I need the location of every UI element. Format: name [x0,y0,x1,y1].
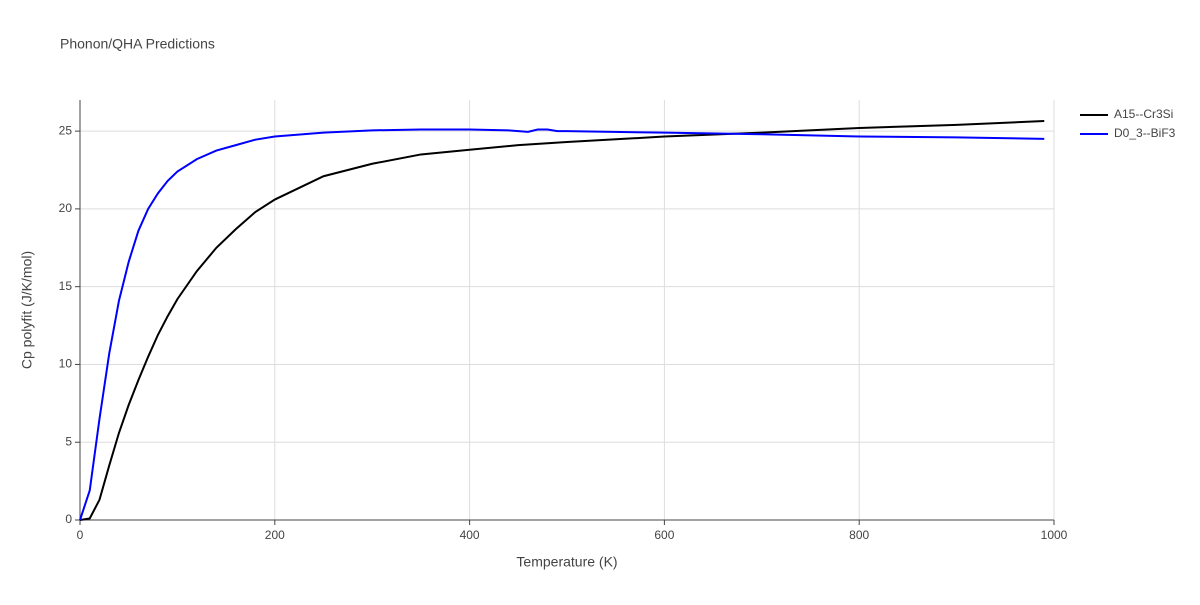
line-series [79,120,1045,521]
x-tick-label: 600 [654,528,674,542]
x-axis-label: Temperature (K) [516,554,617,570]
x-tick-label: 0 [77,528,84,542]
legend-label: A15--Cr3Si [1114,107,1173,121]
y-tick-label: 5 [65,434,72,448]
y-tick-label: 0 [65,512,72,526]
legend-label: D0_3--BiF3 [1114,126,1176,140]
chart-title: Phonon/QHA Predictions [60,36,215,52]
y-axis-label: Cp polyfit (J/K/mol) [19,251,35,369]
y-tick-label: 20 [59,201,73,215]
x-tick-label: 800 [849,528,869,542]
line-series [79,128,1045,521]
y-tick-label: 25 [59,123,73,137]
y-tick-label: 10 [59,357,73,371]
x-tick-label: 1000 [1041,528,1068,542]
x-tick-label: 200 [265,528,285,542]
y-tick-label: 15 [59,279,73,293]
x-tick-label: 400 [460,528,480,542]
